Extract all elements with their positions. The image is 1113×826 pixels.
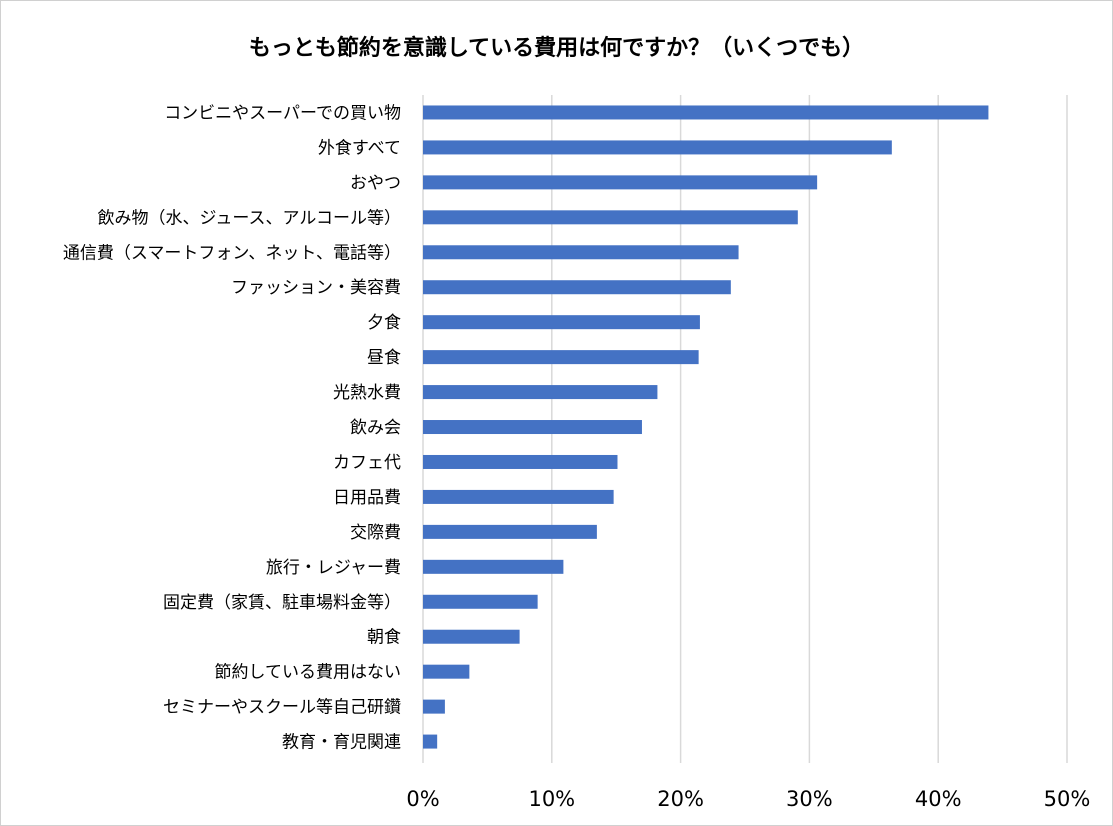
category-label: 飲み物（水、ジュース、アルコール等） [98, 208, 401, 228]
x-tick-label: 40% [915, 787, 962, 811]
bar [423, 315, 700, 330]
category-label: 飲み会 [350, 418, 401, 438]
bar [423, 175, 818, 190]
category-labels: コンビニやスーパーでの買い物外食すべておやつ飲み物（水、ジュース、アルコール等）… [63, 103, 401, 752]
bar [423, 105, 989, 120]
bar [423, 524, 597, 539]
chart-title: もっとも節約を意識している費用は何ですか？（いくつでも） [248, 36, 865, 61]
category-label: おやつ [350, 173, 401, 193]
bar [423, 664, 470, 679]
category-label: 外食すべて [318, 138, 401, 158]
bar [423, 385, 658, 400]
bar [423, 454, 618, 469]
category-label: 教育・育児関連 [282, 733, 401, 753]
category-label: 日用品費 [333, 488, 401, 508]
category-label: 昼食 [367, 348, 401, 368]
category-label: 朝食 [367, 628, 401, 648]
bar [423, 559, 564, 574]
category-label: 通信費（スマートフォン、ネット、電話等） [63, 243, 401, 263]
bar [423, 350, 699, 365]
category-label: 光熱水費 [333, 383, 401, 403]
x-tick-labels: 0% 10% 20% 30% 40% 50% [406, 787, 1090, 811]
x-tick-label: 10% [528, 787, 575, 811]
bar [423, 280, 731, 295]
category-label: セミナーやスクール等自己研鑽 [163, 698, 401, 718]
x-tick-label: 20% [657, 787, 704, 811]
category-label: 固定費（家賃、駐車場料金等） [163, 593, 401, 613]
bar [423, 629, 520, 644]
category-label: コンビニやスーパーでの買い物 [164, 103, 401, 123]
category-label: 夕食 [367, 313, 401, 333]
category-label: 節約している費用はない [215, 663, 402, 683]
bar [423, 594, 538, 609]
bar [423, 489, 614, 504]
x-tick-label: 30% [786, 787, 833, 811]
x-tick-label: 0% [406, 787, 439, 811]
bars [423, 105, 989, 749]
bar [423, 140, 892, 155]
bar [423, 420, 642, 435]
category-label: ファッション・美容費 [231, 278, 401, 298]
x-tick-label: 50% [1044, 787, 1091, 811]
category-label: 交際費 [350, 523, 401, 543]
bar [423, 210, 798, 225]
bar [423, 734, 438, 749]
category-label: 旅行・レジャー費 [266, 558, 401, 578]
bar [423, 245, 739, 260]
bar [423, 699, 445, 714]
category-label: カフェ代 [333, 453, 401, 473]
